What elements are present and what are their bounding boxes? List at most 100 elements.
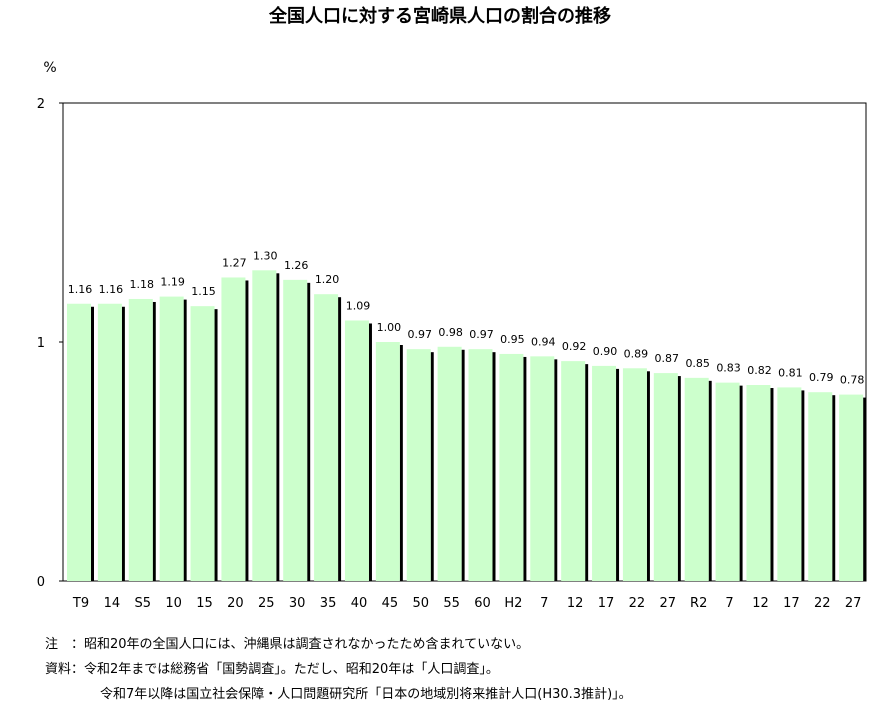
bar-shadow	[523, 356, 527, 581]
x-tick-label: 14	[104, 596, 121, 611]
bar-shadow	[183, 299, 187, 581]
data-label: 0.98	[438, 326, 463, 339]
data-label: 0.89	[624, 347, 649, 360]
data-label: 0.97	[407, 328, 432, 341]
bar	[375, 342, 400, 581]
x-tick-label: 55	[443, 596, 460, 611]
x-tick-label: R2	[690, 596, 707, 611]
bar	[468, 349, 493, 581]
bar	[97, 303, 122, 581]
note-line: 注 ：昭和20年の全国人口には、沖縄県は調査されなかったため含まれていない。	[45, 633, 529, 652]
bar	[808, 392, 833, 581]
x-tick-label: T9	[72, 596, 89, 611]
x-tick-label: 27	[660, 596, 677, 611]
data-label: 0.90	[593, 345, 618, 358]
bar	[344, 320, 369, 581]
bar-shadow	[121, 306, 125, 581]
bar	[777, 387, 802, 581]
bar-shadow	[368, 323, 372, 581]
bar	[715, 382, 740, 581]
bar-shadow	[739, 385, 743, 581]
data-label: 1.26	[284, 259, 309, 272]
bar	[592, 365, 617, 581]
bar-shadow	[214, 309, 218, 581]
bar	[561, 361, 586, 581]
data-label: 1.19	[160, 276, 185, 289]
bar-shadow	[708, 380, 712, 581]
data-label: 0.78	[840, 374, 865, 387]
bar-shadow	[585, 364, 589, 581]
data-label: 0.79	[809, 371, 834, 384]
x-tick-label: 17	[783, 596, 800, 611]
x-tick-label: 15	[196, 596, 213, 611]
note-text: 昭和20年の全国人口には、沖縄県は調査されなかったため含まれていない。	[84, 637, 530, 652]
bar-chart: 全国人口に対する宮崎県人口の割合の推移 % 012 1.16 1.16 1.18 1.…	[37, 5, 867, 611]
data-label: 0.94	[531, 335, 556, 348]
bar-shadow	[616, 368, 620, 581]
source-text-2: 令和7年以降は国立社会保障・人口問題研究所「日本の地域別将来推計人口(H30.3…	[100, 687, 632, 702]
x-tick-label: 27	[845, 596, 862, 611]
bar	[314, 294, 339, 581]
bar-shadow	[554, 359, 558, 581]
source-line-2: 令和7年以降は国立社会保障・人口問題研究所「日本の地域別将来推計人口(H30.3…	[100, 683, 632, 702]
bar-shadow	[91, 306, 94, 581]
data-label: 1.20	[315, 273, 340, 286]
y-axis-unit: %	[43, 60, 56, 76]
x-tick-label: 12	[752, 596, 769, 611]
bar-shadow	[307, 282, 311, 581]
bar-shadow	[863, 397, 867, 581]
data-label: 1.09	[346, 299, 371, 312]
x-tick-label: 40	[351, 596, 368, 611]
data-label: 0.95	[500, 333, 525, 346]
bar	[530, 356, 555, 581]
bar-shadow	[276, 273, 280, 581]
bar	[499, 353, 524, 581]
x-tick-label: 20	[227, 596, 244, 611]
data-label: 0.92	[562, 340, 587, 353]
bar	[283, 279, 308, 581]
bar-shadow	[430, 352, 434, 581]
bar-shadow	[801, 390, 805, 581]
source-label: 資料：	[45, 662, 85, 677]
x-tick-label: S5	[135, 596, 152, 611]
x-tick-label: 12	[567, 596, 584, 611]
bar	[252, 270, 277, 581]
x-tick-label: 22	[814, 596, 831, 611]
x-tick-label: 22	[629, 596, 646, 611]
bar-shadow	[646, 371, 650, 581]
bar	[190, 306, 215, 581]
note-label: 注 ：	[45, 637, 85, 652]
x-tick-label: 17	[598, 596, 615, 611]
y-tick-label: 2	[37, 97, 45, 112]
bar	[67, 303, 91, 581]
data-label: 1.30	[253, 249, 278, 262]
source-text-1: 令和2年までは総務省「国勢調査」。ただし、昭和20年は「人口調査」。	[84, 662, 499, 677]
x-tick-label: 25	[258, 596, 275, 611]
data-label: 1.27	[222, 256, 247, 269]
bar-shadow	[677, 376, 681, 581]
data-label: 0.83	[716, 362, 741, 375]
bar	[128, 298, 153, 581]
bar-shadow	[152, 301, 156, 581]
data-label: 1.15	[191, 285, 216, 298]
x-tick-label: 7	[725, 596, 733, 611]
data-label: 1.00	[377, 321, 402, 334]
y-tick-label: 1	[37, 336, 45, 351]
bar	[437, 346, 462, 581]
data-label: 0.87	[655, 352, 680, 365]
bar-shadow	[461, 349, 465, 581]
data-label: 0.81	[778, 366, 803, 379]
bar	[653, 373, 678, 581]
bar-shadow	[338, 297, 342, 581]
x-tick-label: 50	[412, 596, 429, 611]
x-tick-label: 10	[165, 596, 182, 611]
bar-shadow	[399, 345, 403, 581]
source-line: 資料：令和2年までは総務省「国勢調査」。ただし、昭和20年は「人口調査」。	[45, 658, 499, 677]
bar-shadow	[492, 352, 496, 581]
data-label: 1.16	[99, 283, 124, 296]
y-tick-label: 0	[37, 575, 45, 590]
data-label: 0.85	[685, 357, 710, 370]
x-tick-label: 60	[474, 596, 491, 611]
x-tick-label: 7	[540, 596, 548, 611]
bar-shadow	[770, 388, 774, 581]
